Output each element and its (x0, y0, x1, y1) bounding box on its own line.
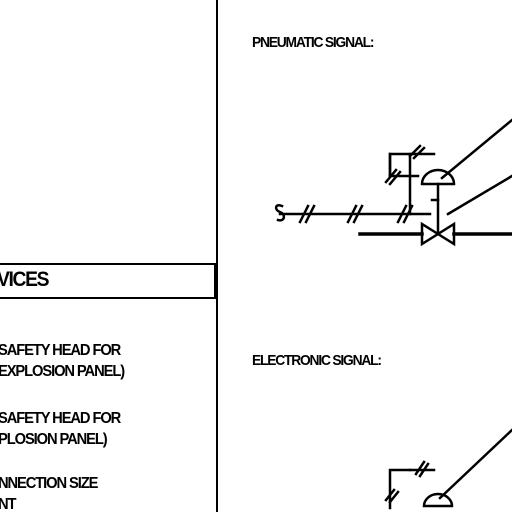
electronic-leader-line (438, 428, 512, 500)
electronic-signal-label: ELECTRONIC SIGNAL: (252, 352, 382, 369)
panel-divider-line (216, 0, 218, 512)
legend-item-3-line2: NT (0, 496, 17, 513)
legend-item-1-line2: EXPLOSION PANEL) (0, 363, 125, 380)
leader-line-2 (446, 174, 512, 216)
legend-item-3-line1: NNECTION SIZE (0, 475, 98, 492)
valve-body-left (420, 221, 441, 247)
legend-item-2: SAFETY HEAD FOR PLOSION PANEL) (0, 408, 121, 450)
electronic-control-valve-symbol (384, 428, 512, 510)
pneumatic-signal-label: PNEUMATIC SIGNAL: (252, 34, 374, 51)
devices-header-box (0, 263, 216, 299)
pneumatic-feedback-loop (408, 152, 436, 216)
electronic-actuator-dome (422, 492, 454, 508)
legend-item-1: SAFETY HEAD FOR EXPLOSION PANEL) (0, 340, 125, 382)
legend-item-2-line2: PLOSION PANEL) (0, 431, 108, 448)
signal-source-squiggle (274, 204, 286, 222)
pneumatic-control-valve-symbol (274, 118, 512, 247)
legend-item-2-line1: SAFETY HEAD FOR (0, 410, 121, 427)
valve-body-right (435, 221, 456, 247)
legend-item-1-line1: SAFETY HEAD FOR (0, 342, 121, 359)
devices-header-title: VICES (0, 268, 49, 291)
leader-line-1 (440, 118, 512, 180)
legend-item-3: NNECTION SIZE NT (0, 473, 98, 515)
